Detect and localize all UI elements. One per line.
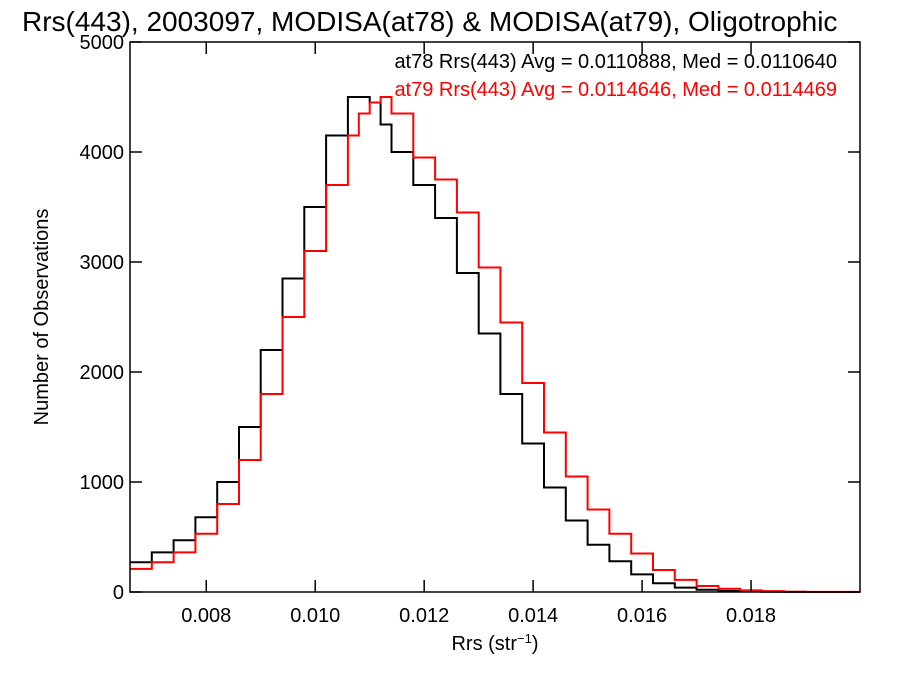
legend: at78 Rrs(443) Avg = 0.0110888, Med = 0.0… xyxy=(394,51,837,101)
legend-entry-at79: at79 Rrs(443) Avg = 0.0114646, Med = 0.0… xyxy=(394,79,837,101)
plot-frame xyxy=(129,41,861,593)
x-tick-label: 0.016 xyxy=(617,605,667,627)
x-tick-label: 0.012 xyxy=(399,605,449,627)
legend-entry-at78: at78 Rrs(443) Avg = 0.0110888, Med = 0.0… xyxy=(394,51,837,73)
series-layer xyxy=(130,96,861,593)
y-tick-label: 0 xyxy=(113,582,124,604)
y-tick-label: 3000 xyxy=(80,252,125,274)
chart-title: Rrs(443), 2003097, MODISA(at78) & MODISA… xyxy=(22,6,837,37)
y-tick-label: 4000 xyxy=(80,142,125,164)
x-axis-label: Rrs (str−1) xyxy=(451,631,538,655)
x-tick-label: 0.010 xyxy=(290,605,340,627)
y-tick-label: 2000 xyxy=(80,362,125,384)
y-tick-label: 5000 xyxy=(80,32,125,54)
series-line-at79 xyxy=(130,96,861,593)
x-tick-label: 0.008 xyxy=(181,605,231,627)
x-tick-label: 0.018 xyxy=(726,605,776,627)
series-line-at78 xyxy=(130,96,860,593)
y-axis-label: Number of Observations xyxy=(31,209,53,426)
y-axis: 0 1000 2000 3000 4000 5000 xyxy=(80,32,860,604)
x-axis: 0.008 0.010 0.012 0.014 0.016 0.018 xyxy=(181,42,776,627)
x-tick-label: 0.014 xyxy=(508,605,558,627)
y-tick-label: 1000 xyxy=(80,472,125,494)
